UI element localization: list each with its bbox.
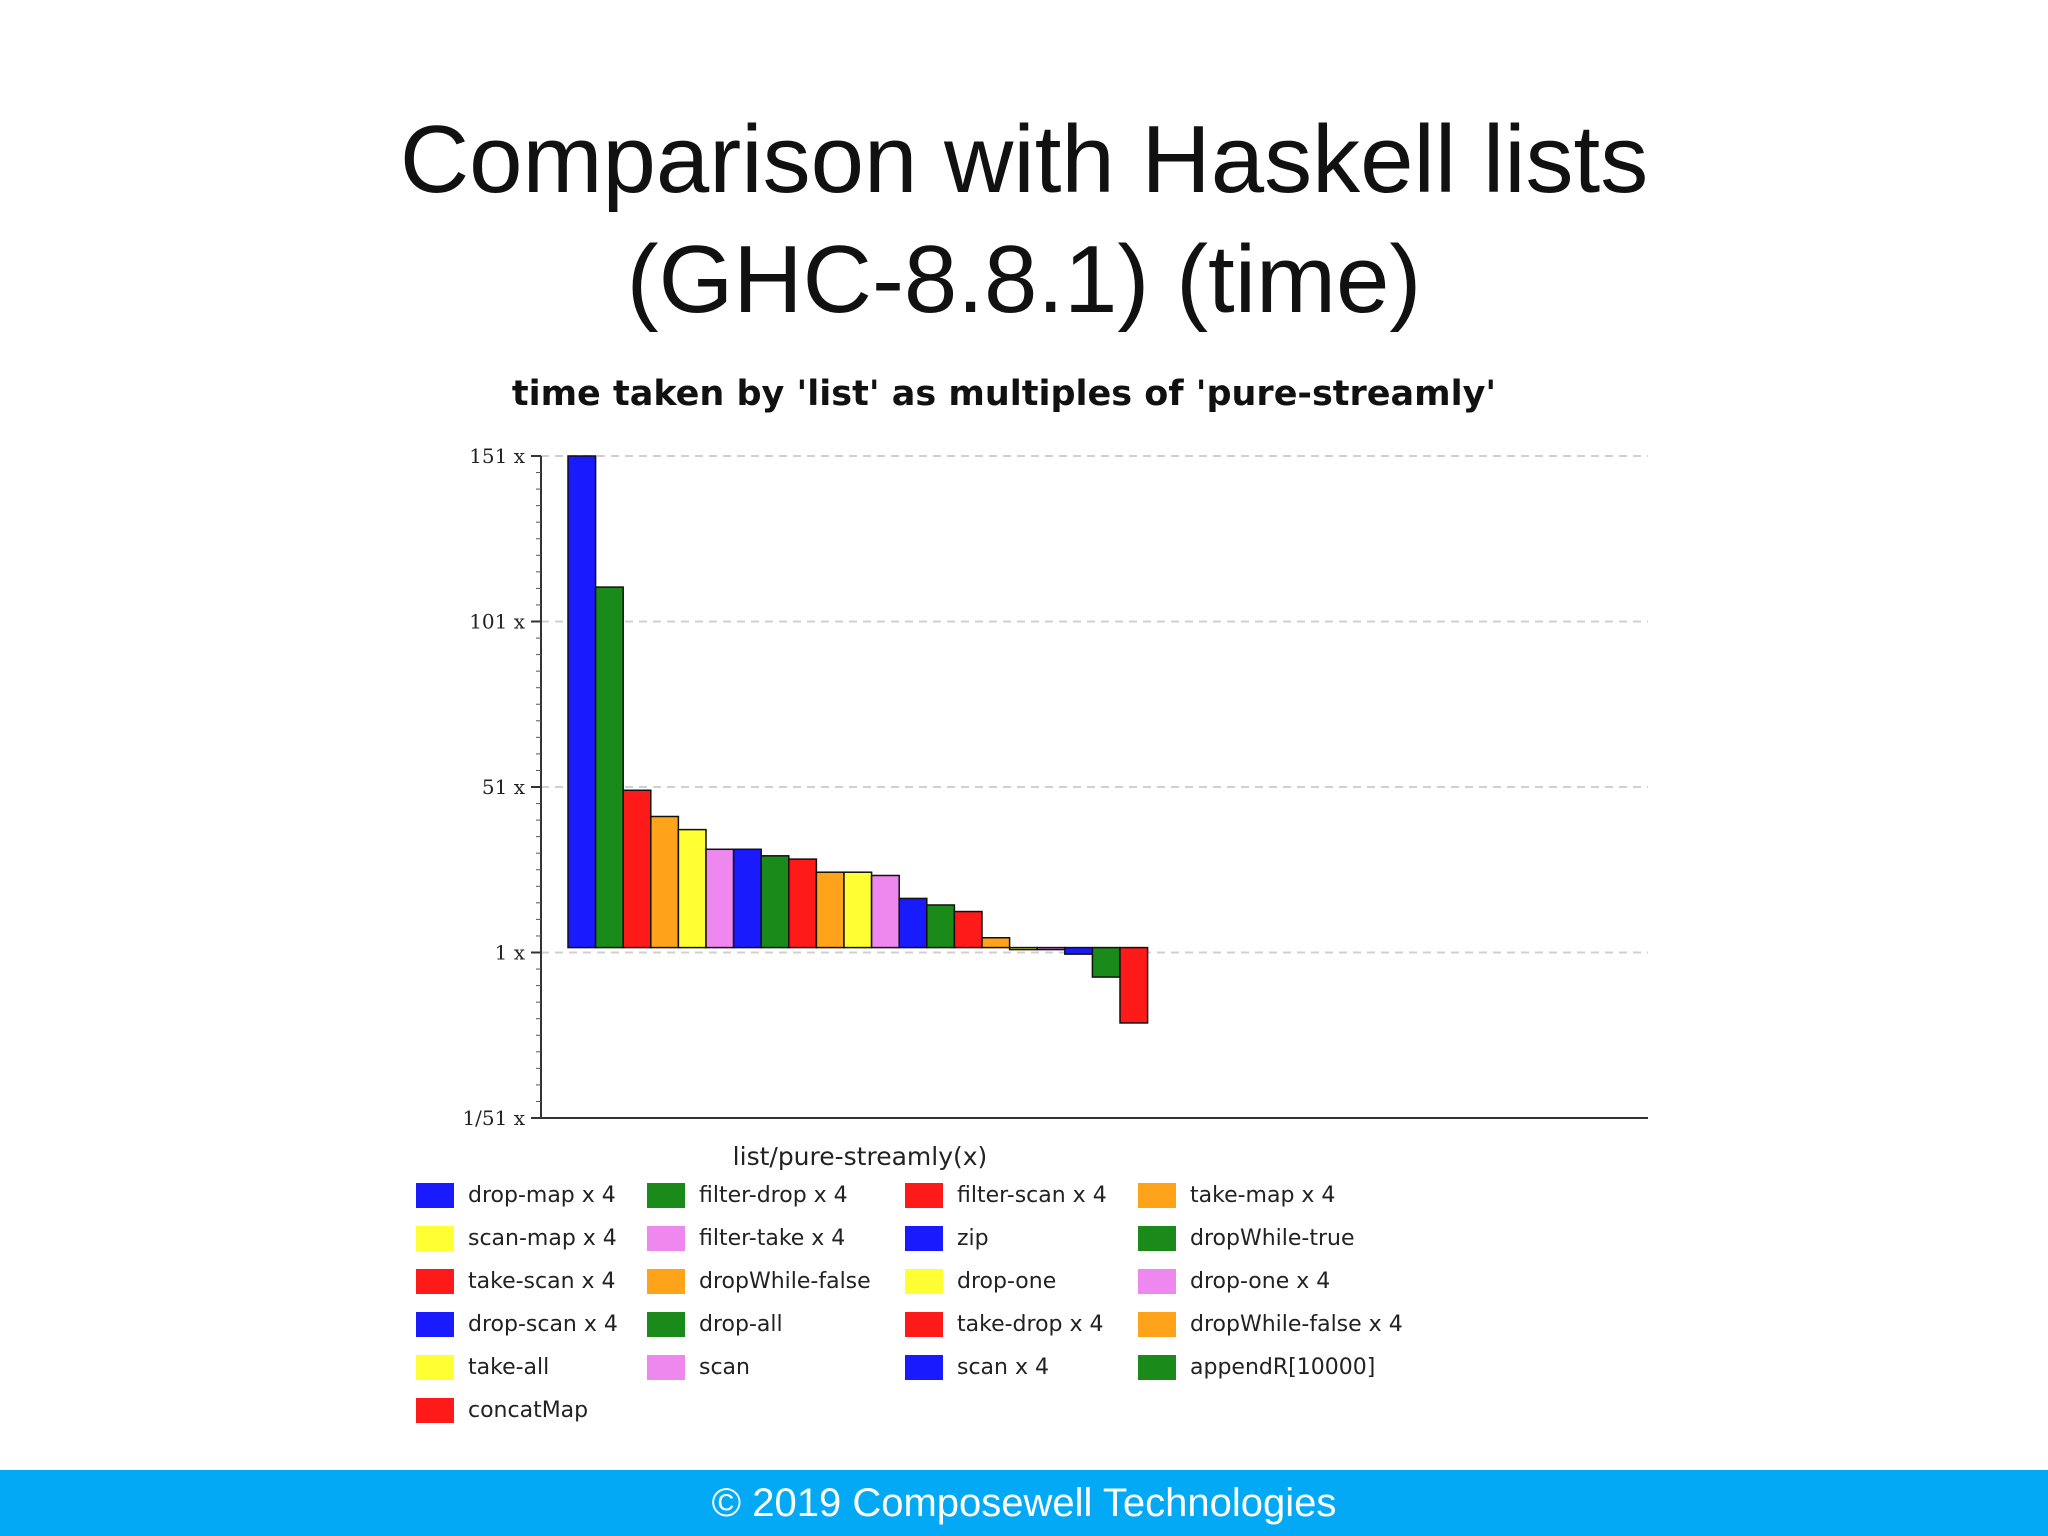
legend-swatch [416, 1398, 454, 1423]
legend-label: take-drop x 4 [957, 1312, 1104, 1337]
y-tick-label: 1 x [495, 941, 526, 965]
y-ticks: 151 x 101 x 51 x 1 x 1/51 x [462, 444, 541, 1130]
legend-swatch [905, 1183, 943, 1208]
legend-label: take-map x 4 [1190, 1183, 1335, 1208]
bar-take-all [1008, 946, 1038, 951]
legend-label: drop-one x 4 [1190, 1269, 1330, 1294]
bar-dropwhile-true [760, 855, 790, 949]
bar-dropwhile-false-x-4 [981, 937, 1011, 949]
legend-label: filter-scan x 4 [957, 1183, 1107, 1208]
y-tick-label: 101 x [469, 610, 526, 634]
legend-swatch [647, 1269, 685, 1294]
legend-label: drop-scan x 4 [468, 1312, 618, 1337]
legend-label: dropWhile-false x 4 [1190, 1312, 1403, 1337]
bar-scan-x-4 [1064, 946, 1094, 955]
x-axis-label: list/pure-streamly(x) [733, 1142, 988, 1171]
slide-title-line-1: Comparison with Haskell lists [399, 106, 1649, 213]
legend-label: zip [957, 1226, 989, 1251]
bar-drop-one [843, 871, 873, 949]
bar-take-drop-x-4 [953, 910, 983, 949]
chart-title: time taken by 'list' as multiples of 'pu… [512, 374, 1496, 414]
legend-label: scan x 4 [957, 1355, 1049, 1380]
legend: drop-map x 4 filter-drop x 4 filter-scan x… [416, 1183, 1403, 1423]
bar-filter-scan-x-4 [622, 789, 652, 949]
bar-drop-one-x-4 [870, 874, 900, 949]
legend-swatch [416, 1269, 454, 1294]
legend-swatch [647, 1226, 685, 1251]
bars [567, 455, 1149, 1024]
bar-filter-drop-x-4 [594, 586, 624, 949]
legend-swatch [416, 1355, 454, 1380]
legend-swatch [905, 1355, 943, 1380]
legend-swatch [1138, 1269, 1176, 1294]
legend-label: take-scan x 4 [468, 1269, 616, 1294]
legend-label: scan [699, 1355, 750, 1380]
footer-copyright: © 2019 Composewell Technologies [0, 1470, 2048, 1536]
legend-swatch [905, 1312, 943, 1337]
legend-swatch [416, 1226, 454, 1251]
legend-swatch [1138, 1226, 1176, 1251]
legend-swatch [416, 1312, 454, 1337]
legend-swatch [647, 1183, 685, 1208]
legend-swatch [905, 1269, 943, 1294]
bar-scan-map-x-4 [677, 828, 707, 949]
bar-concatmap [1119, 946, 1149, 1024]
y-tick-label: 151 x [469, 444, 526, 468]
legend-label: appendR[10000] [1190, 1355, 1375, 1380]
legend-label: drop-all [699, 1312, 783, 1337]
legend-swatch [647, 1312, 685, 1337]
slide-title: Comparison with Haskell lists (GHC-8.8.1… [0, 100, 2048, 340]
bar-drop-map-x-4 [567, 455, 597, 949]
legend-label: dropWhile-true [1190, 1226, 1355, 1251]
slide-title-line-2: (GHC-8.8.1) (time) [626, 226, 1422, 333]
legend-label: scan-map x 4 [468, 1226, 617, 1251]
legend-swatch [1138, 1312, 1176, 1337]
bar-take-scan-x-4 [788, 858, 818, 949]
bar-drop-scan-x-4 [898, 897, 928, 949]
legend-label: take-all [468, 1355, 549, 1380]
legend-label: filter-drop x 4 [699, 1183, 848, 1208]
legend-label: concatMap [468, 1398, 588, 1423]
legend-swatch [1138, 1183, 1176, 1208]
bar-zip [732, 848, 762, 949]
bar-dropwhile-false [815, 871, 845, 949]
legend-label: drop-one [957, 1269, 1056, 1294]
y-tick-label: 51 x [482, 775, 526, 799]
legend-label: dropWhile-false [699, 1269, 871, 1294]
legend-label: filter-take x 4 [699, 1226, 845, 1251]
bar-scan [1036, 946, 1066, 951]
legend-swatch [647, 1355, 685, 1380]
bar-take-map-x-4 [650, 815, 680, 949]
y-tick-label: 1/51 x [462, 1106, 525, 1130]
bar-appendr-10000- [1091, 946, 1121, 978]
legend-swatch [416, 1183, 454, 1208]
bar-chart: time taken by 'list' as multiples of 'pu… [416, 374, 1648, 1423]
legend-swatch [1138, 1355, 1176, 1380]
legend-label: drop-map x 4 [468, 1183, 616, 1208]
bar-filter-take-x-4 [705, 848, 735, 949]
legend-swatch [905, 1226, 943, 1251]
bar-drop-all [926, 904, 956, 949]
